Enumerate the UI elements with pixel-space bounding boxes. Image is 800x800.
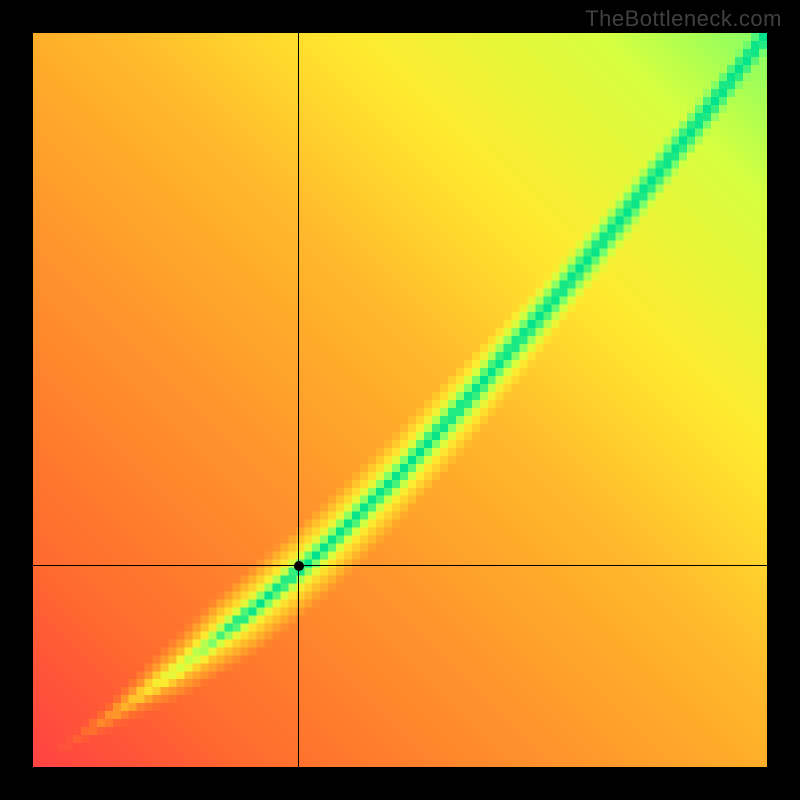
watermark-text: TheBottleneck.com <box>585 6 782 32</box>
heatmap-plot <box>33 33 767 767</box>
crosshair-vertical <box>298 33 299 767</box>
crosshair-horizontal <box>33 565 767 566</box>
crosshair-marker <box>294 561 304 571</box>
heatmap-canvas <box>33 33 767 767</box>
